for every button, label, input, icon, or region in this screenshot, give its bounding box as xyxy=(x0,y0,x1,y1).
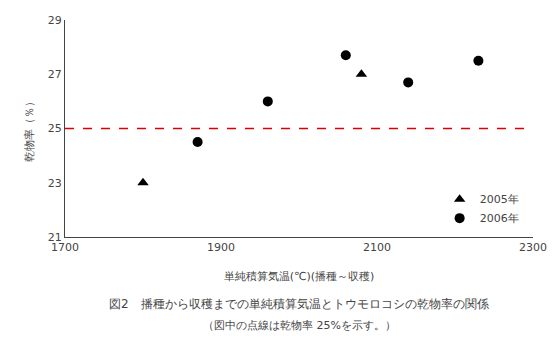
svg-text:1900: 1900 xyxy=(207,241,235,254)
svg-text:図2 播種から収穫までの単純積算気温とトウモロコシの乾物率の: 図2 播種から収穫までの単純積算気温とトウモロコシの乾物率の関係 xyxy=(109,297,489,311)
svg-text:23: 23 xyxy=(48,177,62,190)
svg-text:（図中の点線は乾物率 25%を示す。）: （図中の点線は乾物率 25%を示す。） xyxy=(203,319,396,332)
svg-text:単純積算気温(℃)(播種～収穫): 単純積算気温(℃)(播種～収穫) xyxy=(224,270,375,283)
svg-text:2100: 2100 xyxy=(363,241,391,254)
svg-text:乾物率（％）: 乾物率（％） xyxy=(23,96,36,162)
svg-text:27: 27 xyxy=(48,68,62,81)
svg-text:1700: 1700 xyxy=(51,241,79,254)
svg-text:29: 29 xyxy=(48,14,62,27)
svg-text:25: 25 xyxy=(48,122,62,135)
svg-text:2006年: 2006年 xyxy=(480,212,519,225)
svg-text:21: 21 xyxy=(48,231,62,244)
svg-text:2005年: 2005年 xyxy=(480,193,519,206)
svg-text:2300: 2300 xyxy=(519,241,547,254)
